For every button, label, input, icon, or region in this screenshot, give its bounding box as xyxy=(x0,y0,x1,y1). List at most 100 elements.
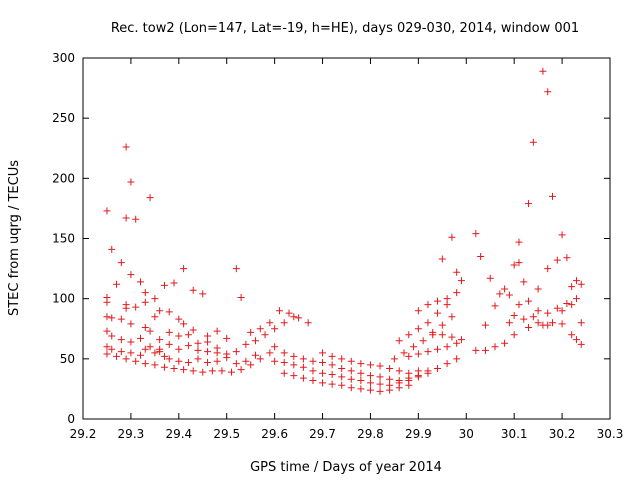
data-point xyxy=(319,349,327,357)
data-point xyxy=(477,253,485,261)
data-point xyxy=(180,366,188,374)
y-tick-label: 200 xyxy=(52,171,75,185)
data-point xyxy=(122,214,130,222)
data-point xyxy=(237,293,245,301)
data-point xyxy=(156,307,164,315)
y-axis-title: STEC from uqrg / TECUs xyxy=(7,160,22,316)
data-point xyxy=(434,345,442,353)
data-point xyxy=(438,321,446,329)
data-point xyxy=(213,327,221,335)
x-tick-label: 30.2 xyxy=(549,427,576,441)
data-point xyxy=(175,332,183,340)
data-point xyxy=(309,376,317,384)
chart-title: Rec. tow2 (Lon=147, Lat=-19, h=HE), days… xyxy=(111,21,579,36)
data-point xyxy=(275,307,283,315)
data-point xyxy=(117,348,125,356)
data-point xyxy=(290,361,298,369)
data-point xyxy=(453,339,461,347)
data-point xyxy=(103,313,111,321)
data-point xyxy=(338,355,346,363)
data-point xyxy=(529,313,537,321)
data-point xyxy=(568,301,576,309)
data-point xyxy=(223,350,231,358)
data-point xyxy=(103,207,111,215)
data-point xyxy=(505,291,513,299)
y-tick-label: 150 xyxy=(52,232,75,246)
data-point xyxy=(525,297,533,305)
data-point xyxy=(486,274,494,282)
data-point xyxy=(448,233,456,241)
data-point xyxy=(165,355,173,363)
data-point xyxy=(501,285,509,293)
data-point xyxy=(232,360,240,368)
y-axis: 0 50 100 150 200 250 300 xyxy=(52,51,610,426)
data-point xyxy=(453,268,461,276)
data-point xyxy=(338,381,346,389)
data-point xyxy=(251,337,259,345)
data-point xyxy=(457,336,465,344)
data-point xyxy=(189,326,197,334)
data-point xyxy=(577,340,585,348)
data-point xyxy=(271,325,279,333)
data-point xyxy=(424,301,432,309)
data-point xyxy=(438,331,446,339)
data-point xyxy=(146,194,154,202)
data-point xyxy=(376,362,384,370)
data-point xyxy=(395,379,403,387)
data-point xyxy=(122,355,130,363)
data-point xyxy=(328,380,336,388)
data-point xyxy=(280,358,288,366)
data-point xyxy=(376,373,384,381)
data-series-stec xyxy=(103,67,585,395)
data-point xyxy=(204,348,212,356)
data-point xyxy=(563,299,571,307)
data-point xyxy=(122,143,130,151)
data-point xyxy=(520,315,528,323)
data-point xyxy=(568,283,576,291)
data-point xyxy=(103,350,111,358)
data-point xyxy=(453,289,461,297)
data-point xyxy=(520,278,528,286)
data-point xyxy=(443,360,451,368)
data-point xyxy=(280,319,288,327)
data-point xyxy=(194,339,202,347)
data-point xyxy=(414,373,422,381)
data-point xyxy=(419,337,427,345)
data-point xyxy=(184,342,192,350)
data-point xyxy=(204,358,212,366)
data-point xyxy=(319,369,327,377)
data-point xyxy=(386,364,394,372)
x-tick-label: 30 xyxy=(459,427,474,441)
data-point xyxy=(357,360,365,368)
data-point xyxy=(204,338,212,346)
data-point xyxy=(577,319,585,327)
data-point xyxy=(357,369,365,377)
data-point xyxy=(242,340,250,348)
data-point xyxy=(481,346,489,354)
data-point xyxy=(141,289,149,297)
data-point xyxy=(534,307,542,315)
data-point xyxy=(357,385,365,393)
data-point xyxy=(525,200,533,208)
data-point xyxy=(117,315,125,323)
y-tick-label: 100 xyxy=(52,292,75,306)
data-point xyxy=(247,361,255,369)
data-point xyxy=(424,369,432,377)
data-point xyxy=(443,295,451,303)
data-point xyxy=(189,286,197,294)
data-point xyxy=(213,357,221,365)
plot-frame xyxy=(82,57,611,420)
data-point xyxy=(141,324,149,332)
data-point xyxy=(127,178,135,186)
x-tick-label: 29.3 xyxy=(118,427,145,441)
data-point xyxy=(577,280,585,288)
data-point xyxy=(510,261,518,269)
data-point xyxy=(180,320,188,328)
data-point xyxy=(256,325,264,333)
data-point xyxy=(544,321,552,329)
data-point xyxy=(199,290,207,298)
data-point xyxy=(113,280,121,288)
data-point xyxy=(122,304,130,312)
data-point xyxy=(501,339,509,347)
data-point xyxy=(453,355,461,363)
